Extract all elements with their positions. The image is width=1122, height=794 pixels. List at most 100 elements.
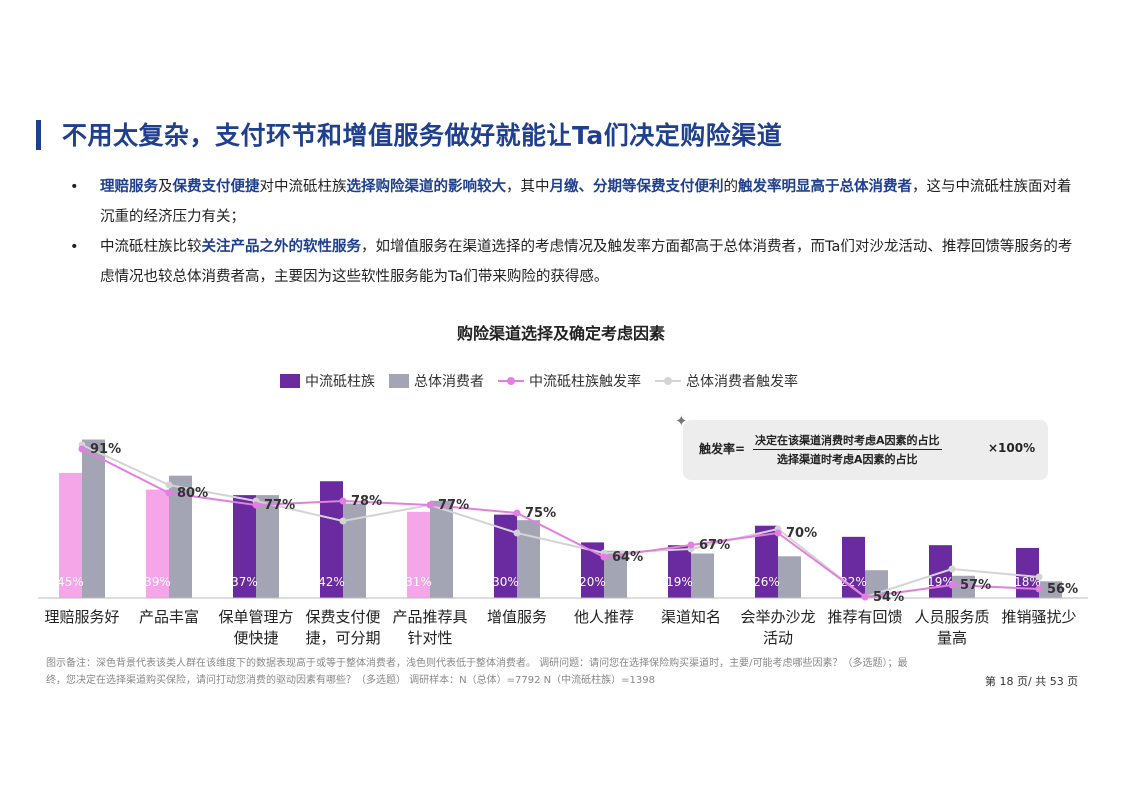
category-label-3: 保单管理方 xyxy=(218,608,293,626)
group-trigger-rate-point-4 xyxy=(339,497,347,505)
bar-total-1 xyxy=(82,439,105,598)
bullet-list: • 理赔服务及保费支付便捷对中流砥柱族选择购险渠道的影响较大，其中月缴、分期等保… xyxy=(70,172,1080,292)
group-trigger-rate-data-label-2: 80% xyxy=(177,486,208,501)
group-trigger-rate-data-label-5: 77% xyxy=(438,498,469,513)
total-trigger-rate-point-6 xyxy=(513,529,521,537)
bar-data-label-2: 39% xyxy=(144,575,171,589)
bar-data-label-1: 45% xyxy=(57,575,84,589)
group-trigger-rate-point-7 xyxy=(600,553,608,561)
bar-data-label-7: 20% xyxy=(579,575,606,589)
bar-total-9 xyxy=(778,556,801,598)
bullet-dot: • xyxy=(70,239,79,255)
group-trigger-rate-data-label-6: 75% xyxy=(525,506,556,521)
legend-item-series-4: 总体消费者触发率 xyxy=(655,371,798,391)
group-trigger-rate-data-label-7: 64% xyxy=(612,550,643,565)
legend-line-series-3 xyxy=(498,374,524,388)
group-trigger-rate-point-3 xyxy=(252,501,260,509)
bar-total-5 xyxy=(430,500,453,598)
group-trigger-rate-data-label-11: 57% xyxy=(960,578,991,593)
category-label-9: 活动 xyxy=(763,629,793,647)
bullet-1-segment: 选择购险渠道的影响较大 xyxy=(346,179,507,195)
group-trigger-rate-point-11 xyxy=(948,581,956,589)
bar-data-label-3: 37% xyxy=(231,575,258,589)
group-trigger-rate-data-label-4: 78% xyxy=(351,494,382,509)
category-label-5: 产品推荐具 xyxy=(392,608,467,626)
category-label-12: 推销骚扰少 xyxy=(1001,608,1076,626)
bar-total-12 xyxy=(1039,581,1062,598)
bullet-1-segment: 及 xyxy=(158,179,173,195)
chart-legend: 中流砥柱族 总体消费者 中流砥柱族触发率 总体消费者触发率 xyxy=(280,371,812,391)
group-trigger-rate-data-label-10: 54% xyxy=(873,590,904,605)
formula-denominator: 选择渠道时考虑A因素的占比 xyxy=(777,453,918,466)
bullet-item-1: • 理赔服务及保费支付便捷对中流砥柱族选择购险渠道的影响较大，其中月缴、分期等保… xyxy=(70,172,1080,232)
bar-data-label-12: 18% xyxy=(1014,575,1041,589)
bar-total-7 xyxy=(604,550,627,598)
total-trigger-rate-line xyxy=(81,444,1040,599)
legend-item-series-3: 中流砥柱族触发率 xyxy=(498,371,641,391)
category-label-4: 保费支付便 xyxy=(305,608,380,626)
bar-group-8 xyxy=(668,545,691,598)
bar-total-8 xyxy=(691,553,714,598)
bullet-item-2: • 中流砥柱族比较关注产品之外的软性服务，如增值服务在渠道选择的考虑情况及触发率… xyxy=(70,232,1080,292)
bullet-1-segment: 对中流砥柱族 xyxy=(259,179,347,195)
bar-group-9 xyxy=(755,525,778,598)
bullet-1-segment: 的 xyxy=(723,179,739,195)
group-trigger-rate-point-1 xyxy=(78,445,86,453)
footnote: 图示备注：深色背景代表该类人群在该维度下的数据表现高于或等于整体消费者，浅色则代… xyxy=(46,658,908,686)
bar-group-6 xyxy=(494,514,517,598)
bullet-2-segment: ，如增值服务在渠道选择的考虑情况及触发率方面都高于总体消费者，而Ta们对沙龙活动… xyxy=(100,239,1073,285)
bullet-1-segment: 月缴、分期等保费支付便利 xyxy=(549,179,724,195)
formula-label: 触发率= xyxy=(699,442,746,456)
bullet-text-2: 中流砥柱族比较关注产品之外的软性服务，如增值服务在渠道选择的考虑情况及触发率方面… xyxy=(100,239,1072,285)
bullet-1-segment: ，这与中流砥柱族面对着沉重的经济压力有关； xyxy=(100,179,1072,225)
bar-total-6 xyxy=(517,520,540,598)
bullet-text-1: 理赔服务及保费支付便捷对中流砥柱族选择购险渠道的影响较大，其中月缴、分期等保费支… xyxy=(100,179,1072,225)
group-trigger-rate-data-label-9: 70% xyxy=(786,526,817,541)
group-trigger-rate-data-label-8: 67% xyxy=(699,538,730,553)
bar-group-12 xyxy=(1016,547,1039,598)
legend-label: 总体消费者 xyxy=(414,374,484,390)
category-label-1: 理赔服务好 xyxy=(44,608,119,626)
total-trigger-rate-point-4 xyxy=(339,517,347,525)
title-accent-bar xyxy=(36,120,41,150)
category-label-10: 推荐有回馈 xyxy=(827,608,902,626)
bar-group-2 xyxy=(146,489,169,598)
bar-total-4 xyxy=(343,503,366,598)
bar-data-label-4: 42% xyxy=(318,575,345,589)
group-trigger-rate-data-label-12: 56% xyxy=(1047,582,1078,597)
category-label-11: 量高 xyxy=(937,629,967,647)
category-label-5: 针对性 xyxy=(407,629,452,647)
legend-label: 中流砥柱族 xyxy=(305,374,375,390)
legend-swatch-series-1 xyxy=(280,374,300,388)
group-trigger-rate-point-12 xyxy=(1035,585,1043,593)
total-trigger-rate-point-2 xyxy=(165,481,173,489)
legend-label: 中流砥柱族触发率 xyxy=(529,374,641,390)
bullet-1-segment: 触发率明显高于总体消费者 xyxy=(738,179,912,195)
formula-numerator: 决定在该渠道消费时考虑A因素的占比 xyxy=(753,432,942,450)
bullet-1-segment: ，其中 xyxy=(506,179,550,195)
bullet-1-segment: 保费支付便捷 xyxy=(172,179,260,195)
pushpin-icon: ✦ xyxy=(675,412,688,430)
group-trigger-rate-point-6 xyxy=(513,509,521,517)
bar-group-3 xyxy=(233,495,256,598)
bar-data-label-6: 30% xyxy=(492,575,519,589)
group-trigger-rate-data-label-1: 91% xyxy=(90,442,121,457)
group-trigger-rate-data-label-3: 77% xyxy=(264,498,295,513)
bullet-dot: • xyxy=(70,179,79,195)
bar-total-2 xyxy=(169,475,192,598)
bar-group-5 xyxy=(407,511,430,598)
bar-group-7 xyxy=(581,542,604,598)
legend-line-series-4 xyxy=(655,374,681,388)
bar-data-label-5: 31% xyxy=(405,575,432,589)
group-trigger-rate-point-8 xyxy=(687,541,695,549)
category-label-2: 产品丰富 xyxy=(139,608,199,626)
category-label-3: 便快捷 xyxy=(233,629,278,647)
formula-multiplier: ×100% xyxy=(988,441,1036,455)
group-trigger-rate-point-2 xyxy=(165,489,173,497)
page-title: 不用太复杂，支付环节和增值服务做好就能让Ta们决定购险渠道 xyxy=(62,121,783,150)
bar-data-label-10: 22% xyxy=(840,575,867,589)
legend-item-series-2: 总体消费者 xyxy=(389,371,484,391)
bullet-1-segment: 理赔服务 xyxy=(100,179,158,195)
bar-group-1 xyxy=(59,472,82,598)
